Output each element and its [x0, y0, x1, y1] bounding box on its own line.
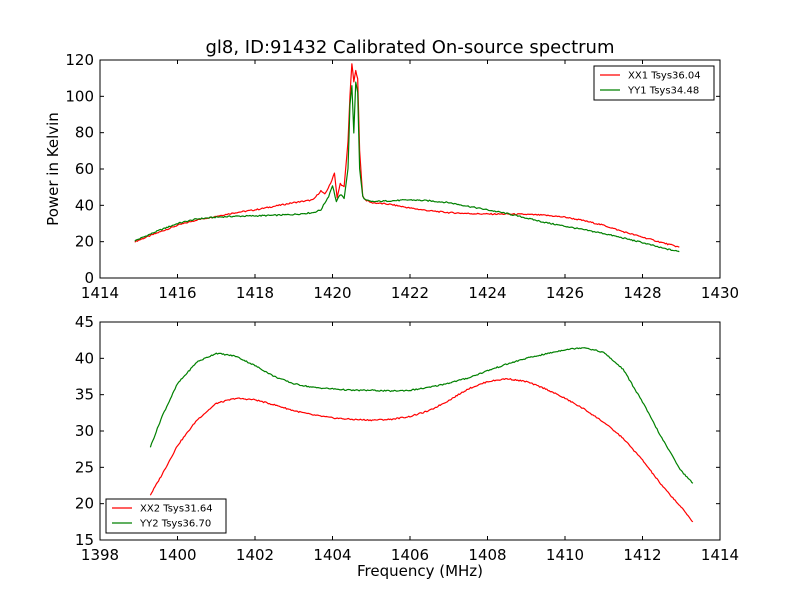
bottom-legend-label-1: XX2 Tsys31.64 — [140, 504, 213, 515]
bottom-x-tick-label: 1414 — [701, 546, 739, 564]
top-x-tick-label: 1428 — [623, 284, 661, 302]
bottom-y-tick-label: 20 — [75, 495, 94, 513]
top-series-line-2 — [134, 81, 680, 253]
bottom-x-tick-label: 1412 — [623, 546, 661, 564]
top-legend-label-1: XX1 Tsys36.04 — [628, 71, 701, 82]
bottom-x-tick-label: 1410 — [546, 546, 584, 564]
top-x-tick-label: 1416 — [158, 284, 196, 302]
bottom-y-tick-label: 45 — [75, 313, 94, 331]
bottom-y-tick-label: 15 — [75, 531, 94, 549]
bottom-legend-box — [105, 498, 227, 534]
bottom-x-axis-label: Frequency (MHz) — [357, 562, 483, 580]
bottom-series-line-2 — [149, 347, 694, 484]
top-x-tick-label: 1422 — [391, 284, 429, 302]
top-y-tick-label: 0 — [84, 269, 94, 287]
bottom-x-tick-label: 1402 — [236, 546, 274, 564]
top-y-tick-label: 60 — [75, 160, 94, 178]
bottom-y-tick-label: 30 — [75, 422, 94, 440]
top-y-tick-label: 20 — [75, 233, 94, 251]
bottom-y-tick-label: 25 — [75, 458, 94, 476]
bottom-panel: 1398 1400 1402 1404 1406 1408 1410 1412 1414 15 20… — [75, 313, 739, 580]
top-y-tick-label: 120 — [65, 51, 94, 69]
bottom-y-tick-label: 40 — [75, 349, 94, 367]
bottom-x-tick-label: 1408 — [468, 546, 506, 564]
top-y-tick-label: 80 — [75, 124, 94, 142]
bottom-x-tick-label: 1404 — [313, 546, 351, 564]
top-legend-box — [593, 65, 715, 101]
top-y-tick-label: 40 — [75, 196, 94, 214]
top-x-tick-label: 1430 — [701, 284, 739, 302]
bottom-series-line-1 — [149, 378, 694, 523]
top-x-tick-label: 1426 — [546, 284, 584, 302]
top-x-tick-label: 1420 — [313, 284, 351, 302]
bottom-y-tick-label: 35 — [75, 386, 94, 404]
top-y-axis-label: Power in Kelvin — [44, 112, 62, 226]
bottom-x-tick-label: 1406 — [391, 546, 429, 564]
bottom-x-tick-label: 1400 — [158, 546, 196, 564]
top-panel: 1414 1416 1418 1420 1422 1424 1426 1428 1430 0 20 4… — [44, 51, 739, 302]
top-y-tick-label: 100 — [65, 87, 94, 105]
top-x-tick-label: 1414 — [81, 284, 119, 302]
top-x-tick-label: 1418 — [236, 284, 274, 302]
chart-title: gl8, ID:91432 Calibrated On-source spect… — [205, 37, 614, 58]
top-legend-label-2: YY1 Tsys34.48 — [627, 86, 699, 97]
top-x-tick-label: 1424 — [468, 284, 506, 302]
bottom-x-tick-label: 1398 — [81, 546, 119, 564]
bottom-legend-label-2: YY2 Tsys36.70 — [139, 519, 211, 530]
top-series-line-1 — [134, 63, 680, 248]
